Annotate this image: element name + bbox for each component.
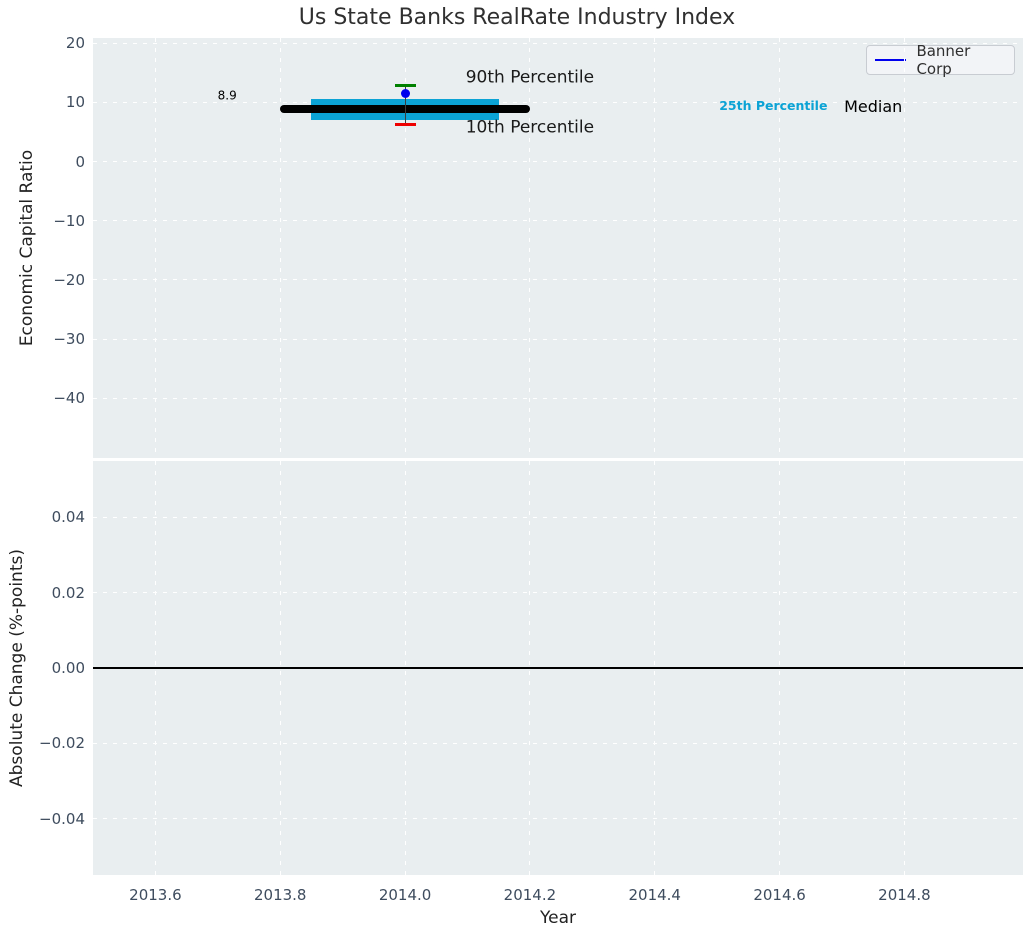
y-tick-label: −0.02 — [39, 734, 85, 753]
annotation-median-label: Median — [844, 96, 903, 116]
y-tick-label: 0.00 — [51, 659, 85, 677]
legend: Banner Corp — [866, 42, 1015, 78]
y-tick-label: −0.04 — [39, 809, 85, 828]
chart-title: Us State Banks RealRate Industry Index — [298, 5, 736, 30]
x-axis-label-year: Year — [540, 908, 576, 928]
x-tick-label: 2014.8 — [878, 886, 931, 904]
p90-tick — [394, 84, 416, 88]
y-tick-label: −30 — [53, 330, 85, 349]
y-tick-label: 0.02 — [51, 583, 85, 602]
x-tick-label: 2014.0 — [378, 886, 432, 904]
annotation-25th-percentile: 25th Percentile — [719, 98, 828, 114]
axes-economic-capital-ratio — [93, 38, 1023, 458]
y-tick-label: 10 — [65, 93, 85, 112]
x-tick-label: 2014.6 — [753, 886, 806, 904]
legend-line-banner-corp — [875, 59, 907, 61]
x-tick-label: 2013.6 — [129, 886, 182, 904]
y-tick-label: 20 — [65, 34, 85, 53]
y-axis-label-absolute-change: Absolute Change (%-points) — [7, 549, 27, 787]
y-tick-label: 0 — [75, 152, 85, 171]
y-tick-label: 0.04 — [51, 508, 85, 527]
p10-tick — [394, 122, 416, 126]
x-tick-label: 2013.8 — [253, 886, 307, 904]
annotation-10th-percentile: 10th Percentile — [465, 117, 595, 138]
annotation-90th-percentile: 90th Percentile — [465, 67, 595, 88]
y-axis-label-economic-capital-ratio: Economic Capital Ratio — [17, 149, 37, 347]
x-tick-label: 2014.2 — [503, 886, 557, 904]
banner-corp-point — [400, 89, 410, 99]
whisker-10-90 — [404, 85, 406, 125]
legend-label: Banner Corp — [916, 42, 971, 78]
x-tick-label: 2014.4 — [628, 886, 681, 904]
y-tick-label: −40 — [53, 389, 85, 408]
zero-line — [93, 667, 1023, 669]
y-tick-label: −20 — [53, 270, 85, 289]
y-tick-label: −10 — [53, 211, 85, 230]
annotation-median-value: 8.9 — [217, 88, 237, 103]
